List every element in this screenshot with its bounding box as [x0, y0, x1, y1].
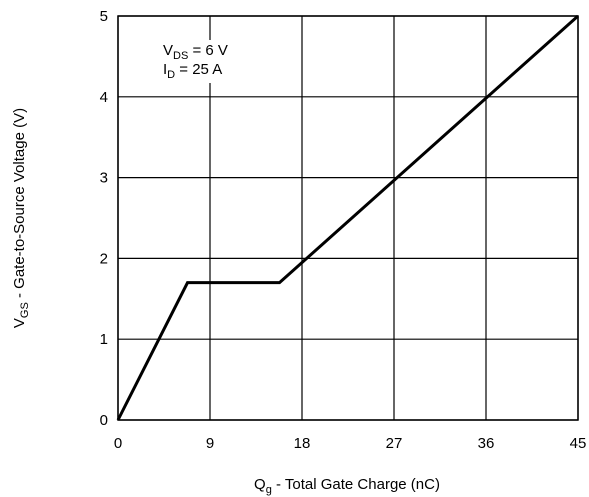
annotation-vds-sub: DS [173, 50, 188, 62]
annotation-vds-rest: = 6 V [188, 42, 228, 59]
series-line-0 [116, 14, 579, 421]
x-tick-label-5: 45 [570, 435, 587, 452]
y-tick-label-3: 3 [100, 170, 108, 187]
annotation-vds-main: V [163, 42, 173, 59]
annotation-background [160, 40, 231, 83]
y-tick-labels: 0 1 2 3 4 5 [100, 8, 108, 429]
y-tick-label-5: 5 [100, 8, 108, 25]
x-axis-label-main: Q [254, 476, 266, 493]
series-group [116, 14, 579, 421]
x-tick-labels: 0 9 18 27 36 45 [114, 435, 587, 452]
plot-frame [117, 15, 579, 421]
y-tick-label-4: 4 [100, 89, 108, 106]
y-tick-label-0: 0 [100, 412, 108, 429]
y-axis-label-sub: GS [19, 302, 31, 318]
y-tick-label-1: 1 [100, 331, 108, 348]
x-tick-label-1: 9 [206, 435, 214, 452]
annotation-id: ID = 25 A [163, 61, 222, 81]
x-axis-label-sub: g [266, 484, 272, 496]
x-tick-label-2: 18 [294, 435, 311, 452]
y-axis-label-rest: - Gate-to-Source Voltage (V) [11, 108, 28, 302]
annotation-id-main: I [163, 61, 167, 78]
x-tick-label-0: 0 [114, 435, 122, 452]
annotation-id-sub: D [167, 69, 175, 81]
y-axis-label-main: V [11, 318, 28, 328]
x-tick-label-4: 36 [478, 435, 495, 452]
y-axis-label: VGS - Gate-to-Source Voltage (V) [11, 108, 31, 328]
y-tick-label-2: 2 [100, 250, 108, 267]
annotation-id-rest: = 25 A [175, 61, 222, 78]
x-axis-label: Qg - Total Gate Charge (nC) [254, 476, 440, 496]
x-tick-label-3: 27 [386, 435, 403, 452]
x-axis-label-rest: - Total Gate Charge (nC) [272, 476, 440, 493]
annotation-vds: VDS = 6 V [163, 42, 228, 62]
